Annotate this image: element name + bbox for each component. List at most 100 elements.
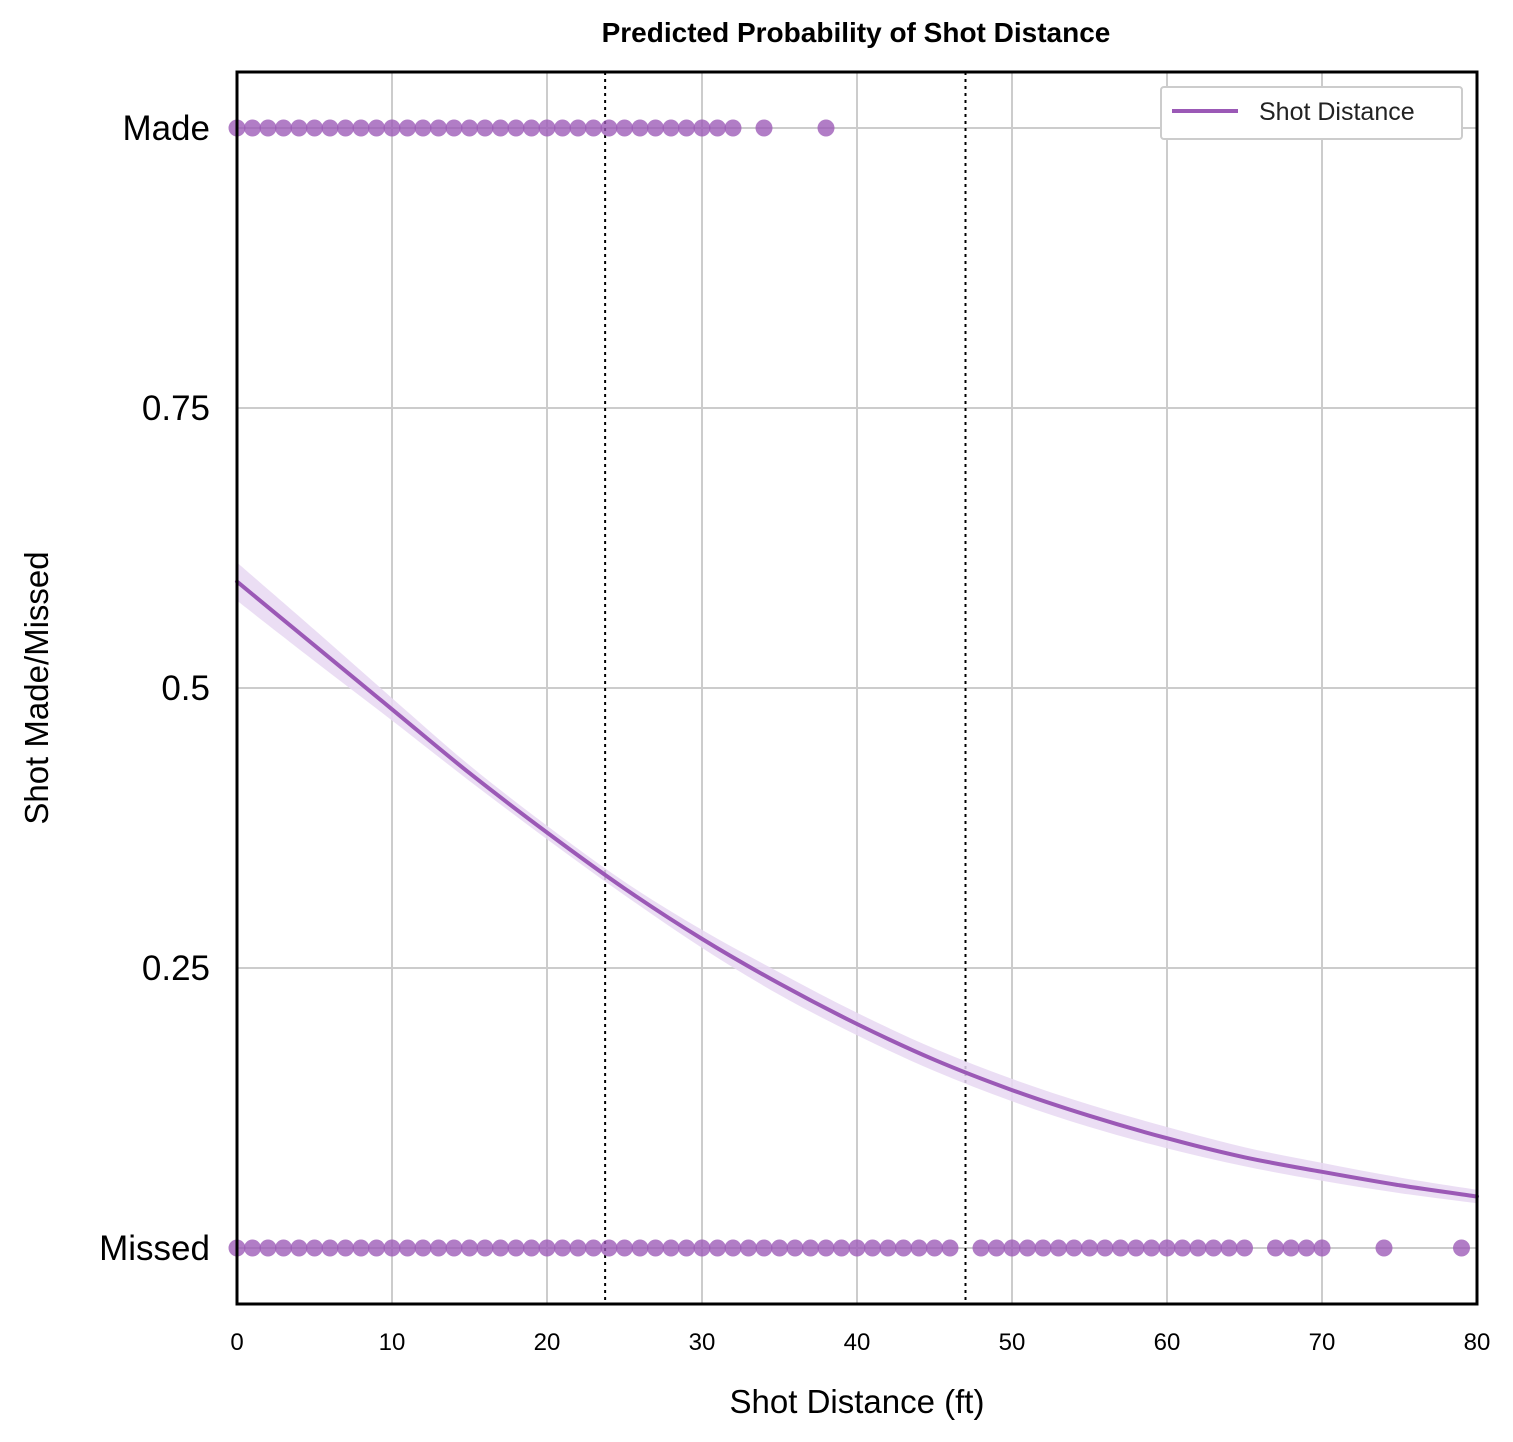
data-point-missed	[1236, 1239, 1253, 1257]
data-point-missed	[1220, 1239, 1238, 1257]
x-tick-label: 50	[999, 1329, 1026, 1356]
data-point-missed	[554, 1239, 571, 1257]
data-point-missed	[1313, 1239, 1331, 1257]
reference-lines	[604, 72, 967, 1304]
data-point-missed	[926, 1239, 943, 1257]
data-point-made	[647, 119, 664, 137]
data-point-missed	[1050, 1239, 1067, 1257]
data-point-missed	[647, 1239, 664, 1257]
data-point-missed	[1189, 1239, 1207, 1257]
data-point-missed	[1096, 1239, 1114, 1257]
data-point-missed	[1081, 1239, 1098, 1257]
data-point-missed	[678, 1239, 695, 1257]
data-point-made	[678, 119, 695, 137]
x-tick-label: 80	[1464, 1329, 1491, 1356]
data-point-missed	[275, 1239, 292, 1257]
data-point-missed	[724, 1239, 742, 1257]
y-tick-label: 0.5	[161, 669, 210, 708]
data-point-missed	[1112, 1239, 1129, 1257]
data-point-missed	[368, 1239, 385, 1257]
data-point-made	[306, 119, 323, 137]
data-point-missed	[1003, 1239, 1021, 1257]
data-point-made	[817, 119, 835, 137]
data-point-missed	[337, 1239, 354, 1257]
y-tick-labels: Missed 0.25 0.5 0.75 Made	[99, 109, 210, 1268]
data-point-missed	[1143, 1239, 1160, 1257]
data-point-missed	[941, 1239, 959, 1257]
data-point-missed	[244, 1239, 261, 1257]
data-point-made	[523, 119, 540, 137]
data-point-missed	[1019, 1239, 1036, 1257]
data-point-made	[709, 119, 726, 137]
data-point-made	[352, 119, 370, 137]
data-point-made	[275, 119, 292, 137]
data-point-made	[616, 119, 633, 137]
legend-label: Shot Distance	[1259, 98, 1415, 126]
data-point-made	[383, 119, 401, 137]
data-point-made	[290, 119, 308, 137]
y-tick-label: Made	[122, 109, 210, 148]
observation-points	[228, 119, 1470, 1257]
data-point-missed	[802, 1239, 819, 1257]
data-point-missed	[461, 1239, 478, 1257]
x-axis-label: Shot Distance (ft)	[730, 1383, 985, 1420]
data-point-made	[368, 119, 385, 137]
data-point-made	[569, 119, 587, 137]
data-point-missed	[399, 1239, 416, 1257]
data-point-made	[600, 119, 618, 137]
data-point-missed	[430, 1239, 447, 1257]
data-point-missed	[1375, 1239, 1393, 1257]
data-point-made	[445, 119, 463, 137]
y-axis-label: Shot Made/Missed	[18, 551, 55, 824]
data-point-missed	[414, 1239, 432, 1257]
data-point-missed	[352, 1239, 370, 1257]
data-point-missed	[662, 1239, 680, 1257]
x-tick-label: 20	[534, 1329, 561, 1356]
data-point-missed	[259, 1239, 277, 1257]
x-tick-label: 60	[1154, 1329, 1181, 1356]
data-point-made	[337, 119, 354, 137]
data-point-missed	[306, 1239, 323, 1257]
data-point-missed	[523, 1239, 540, 1257]
data-point-missed	[693, 1239, 711, 1257]
data-point-missed	[585, 1239, 602, 1257]
y-tick-label: 0.75	[142, 389, 210, 428]
grid-lines	[237, 72, 1477, 1304]
series-line-shot-distance	[235, 579, 1479, 1199]
data-point-missed	[1174, 1239, 1191, 1257]
data-point-made	[507, 119, 525, 137]
data-point-missed	[833, 1239, 850, 1257]
data-point-missed	[476, 1239, 494, 1257]
fit-curve	[235, 579, 1479, 1199]
data-point-missed	[538, 1239, 556, 1257]
data-point-missed	[817, 1239, 835, 1257]
data-point-missed	[988, 1239, 1005, 1257]
data-point-made	[554, 119, 571, 137]
x-tick-label: 40	[844, 1329, 871, 1356]
data-point-missed	[321, 1239, 339, 1257]
y-tick-label: Missed	[99, 1229, 210, 1268]
data-point-missed	[1298, 1239, 1315, 1257]
data-point-made	[259, 119, 277, 137]
data-point-missed	[383, 1239, 401, 1257]
chart-title: Predicted Probability of Shot Distance	[602, 17, 1111, 48]
plot-frame	[235, 70, 1479, 1306]
data-point-missed	[1205, 1239, 1222, 1257]
data-point-made	[430, 119, 447, 137]
data-point-missed	[631, 1239, 649, 1257]
data-point-missed	[910, 1239, 928, 1257]
data-point-missed	[895, 1239, 912, 1257]
data-point-missed	[1158, 1239, 1176, 1257]
data-point-missed	[616, 1239, 633, 1257]
data-point-missed	[771, 1239, 788, 1257]
data-point-missed	[848, 1239, 866, 1257]
data-point-missed	[879, 1239, 897, 1257]
data-point-missed	[290, 1239, 308, 1257]
data-point-made	[662, 119, 680, 137]
data-point-missed	[864, 1239, 881, 1257]
data-point-missed	[507, 1239, 525, 1257]
data-point-missed	[1453, 1239, 1470, 1257]
data-point-made	[461, 119, 478, 137]
data-point-made	[321, 119, 339, 137]
